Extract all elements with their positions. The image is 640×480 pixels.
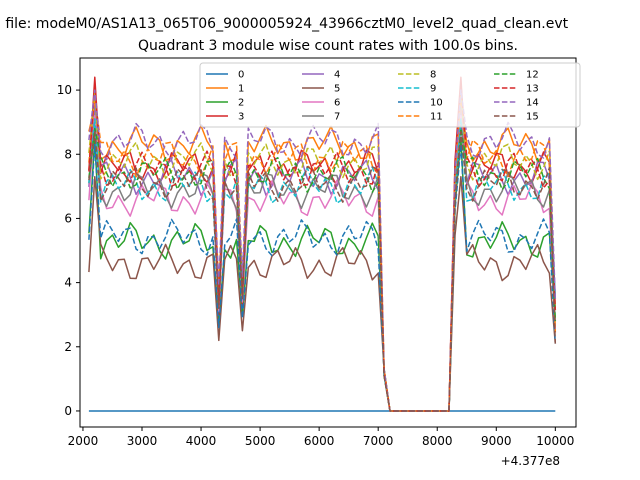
series-line-1 — [88, 105, 557, 412]
legend-label-11: 11 — [430, 112, 443, 123]
figure-suptitle: n file: modeM0/AS1A13_065T06_9000005924_… — [0, 16, 569, 32]
y-axis: 0 2 4 6 8 10 — [57, 83, 80, 418]
x-tick-label: 7000 — [363, 434, 394, 448]
series-line-10 — [88, 143, 557, 412]
legend-label-2: 2 — [238, 98, 244, 109]
legend-box — [199, 62, 581, 128]
y-tick-label: 6 — [64, 211, 72, 225]
y-tick-label: 8 — [64, 147, 72, 161]
chart-title: Quadrant 3 module wise count rates with … — [138, 38, 518, 54]
series-line-12 — [88, 127, 557, 412]
y-tick-label: 10 — [57, 83, 72, 97]
series-line-8 — [88, 92, 557, 412]
x-tick-label: 5000 — [245, 434, 276, 448]
series-line-15 — [88, 131, 557, 412]
legend-label-0: 0 — [238, 70, 244, 81]
plot-area — [79, 57, 577, 428]
x-tick-label: 9000 — [481, 434, 512, 448]
legend-label-5: 5 — [334, 84, 340, 95]
legend-label-7: 7 — [334, 112, 340, 123]
y-tick-label: 2 — [64, 340, 72, 354]
y-tick-label: 4 — [64, 276, 72, 290]
legend-label-8: 8 — [430, 70, 436, 81]
legend-label-3: 3 — [238, 112, 244, 123]
x-tick-label: 6000 — [304, 434, 335, 448]
series-line-7 — [88, 124, 557, 412]
series-line-11 — [88, 95, 557, 412]
x-tick-label: 2000 — [68, 434, 99, 448]
legend-label-13: 13 — [526, 84, 539, 95]
legend-label-6: 6 — [334, 98, 340, 109]
legend-label-15: 15 — [526, 112, 539, 123]
x-tick-label: 4000 — [186, 434, 217, 448]
x-tick-label: 3000 — [127, 434, 158, 448]
axes-frame — [79, 57, 577, 428]
x-offset-label: +4.377e8 — [501, 454, 560, 468]
series-line-13 — [88, 82, 557, 412]
legend-label-4: 4 — [334, 70, 340, 81]
legend-label-14: 14 — [526, 98, 539, 109]
legend-label-10: 10 — [430, 98, 443, 109]
series-line-4 — [88, 105, 557, 412]
x-tick-label: 10000 — [536, 434, 574, 448]
series-line-2 — [88, 137, 557, 412]
series-line-6 — [88, 115, 557, 412]
x-tick-label: 8000 — [422, 434, 453, 448]
series-line-14 — [88, 89, 557, 412]
legend-label-12: 12 — [526, 70, 539, 81]
x-axis: 2000 3000 4000 5000 6000 7000 8000 9000 10000 — [68, 427, 574, 448]
legend-label-1: 1 — [238, 84, 244, 95]
series-line-5 — [88, 175, 557, 412]
legend-label-9: 9 — [430, 84, 436, 95]
y-tick-label: 0 — [64, 404, 72, 418]
